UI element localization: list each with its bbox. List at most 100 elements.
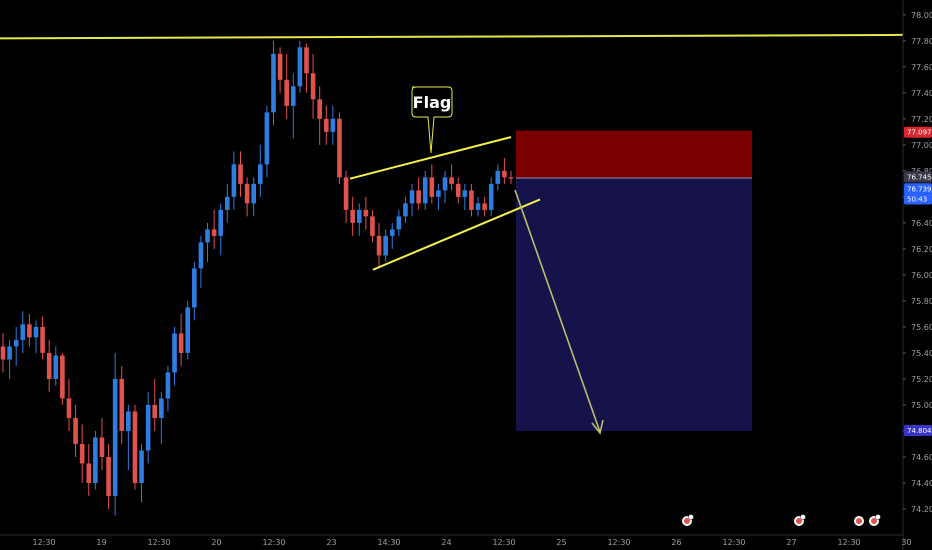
target-arrow[interactable] bbox=[514, 189, 604, 435]
take-profit-zone[interactable] bbox=[516, 178, 752, 431]
candle[interactable] bbox=[159, 391, 164, 444]
x-tick-label: 12:30 bbox=[607, 538, 630, 547]
candle[interactable] bbox=[442, 170, 448, 204]
event-marker-icon[interactable] bbox=[869, 514, 881, 527]
candle[interactable] bbox=[330, 105, 336, 145]
candle[interactable] bbox=[99, 417, 105, 470]
candle[interactable] bbox=[284, 53, 289, 119]
candle[interactable] bbox=[277, 47, 283, 93]
candle[interactable] bbox=[145, 391, 151, 464]
candle[interactable] bbox=[218, 203, 224, 256]
y-tick-label: 77.400 bbox=[911, 89, 932, 98]
candle[interactable] bbox=[389, 222, 395, 249]
candle[interactable] bbox=[271, 40, 276, 126]
candle[interactable] bbox=[178, 313, 184, 366]
candle[interactable] bbox=[165, 365, 171, 412]
candle[interactable] bbox=[112, 352, 118, 516]
event-marker-icon[interactable] bbox=[794, 514, 806, 527]
candle[interactable] bbox=[323, 105, 329, 145]
candle[interactable] bbox=[337, 112, 342, 184]
candle[interactable] bbox=[495, 164, 501, 191]
candle[interactable] bbox=[429, 164, 435, 204]
candle[interactable] bbox=[0, 333, 6, 373]
time-axis[interactable]: 12:30 19 12:30 20 12:30 23 14:30 24 12:30 25 12:30… bbox=[0, 534, 912, 547]
candle[interactable] bbox=[132, 404, 138, 490]
price-axis[interactable]: 78.000 77.800 77.600 77.400 77.200 77.000 76.8… bbox=[902, 0, 932, 550]
candle[interactable] bbox=[436, 183, 441, 210]
candle[interactable] bbox=[60, 352, 65, 405]
candle[interactable] bbox=[290, 73, 296, 139]
candle[interactable] bbox=[257, 144, 263, 197]
stop-loss-zone[interactable] bbox=[516, 130, 752, 179]
candle[interactable] bbox=[244, 177, 250, 217]
candle[interactable] bbox=[422, 170, 428, 210]
candle[interactable] bbox=[211, 209, 217, 249]
candle[interactable] bbox=[304, 43, 309, 93]
candle[interactable] bbox=[205, 222, 210, 262]
candle[interactable] bbox=[502, 157, 507, 184]
candle[interactable] bbox=[73, 404, 78, 457]
candle[interactable] bbox=[310, 53, 316, 119]
candle[interactable] bbox=[356, 203, 362, 236]
candle[interactable] bbox=[198, 235, 204, 288]
candle[interactable] bbox=[238, 151, 243, 197]
candle[interactable] bbox=[27, 313, 32, 347]
candle[interactable] bbox=[20, 311, 26, 353]
candle[interactable] bbox=[106, 443, 111, 509]
event-markers[interactable] bbox=[682, 514, 881, 527]
candle[interactable] bbox=[79, 424, 85, 483]
candle[interactable] bbox=[185, 300, 191, 360]
candle[interactable] bbox=[231, 151, 237, 210]
y-tick-label: 75.200 bbox=[911, 375, 932, 384]
candle[interactable] bbox=[475, 196, 481, 217]
y-tick-label: 77.600 bbox=[911, 63, 932, 72]
candle[interactable] bbox=[172, 326, 177, 386]
candle[interactable] bbox=[462, 183, 468, 210]
candle[interactable] bbox=[363, 196, 369, 230]
flag-channel-lower-line[interactable] bbox=[372, 198, 541, 271]
candle[interactable] bbox=[7, 339, 12, 379]
event-marker-icon[interactable] bbox=[682, 514, 694, 527]
candle[interactable] bbox=[350, 196, 355, 236]
candle[interactable] bbox=[13, 326, 19, 366]
candle[interactable] bbox=[376, 222, 382, 269]
candle[interactable] bbox=[409, 183, 415, 217]
candle[interactable] bbox=[482, 196, 487, 217]
candle[interactable] bbox=[317, 86, 322, 145]
candle[interactable] bbox=[53, 346, 59, 386]
candle[interactable] bbox=[449, 164, 454, 191]
svg-text:76.745: 76.745 bbox=[907, 174, 932, 182]
candle[interactable] bbox=[416, 177, 421, 210]
candle[interactable] bbox=[370, 209, 375, 243]
event-marker-icon[interactable] bbox=[854, 516, 864, 526]
candle[interactable] bbox=[126, 404, 131, 470]
candle[interactable] bbox=[192, 261, 197, 321]
candle[interactable] bbox=[139, 443, 144, 503]
candle[interactable] bbox=[264, 105, 270, 178]
candle[interactable] bbox=[396, 209, 402, 236]
candle[interactable] bbox=[403, 196, 408, 223]
candle[interactable] bbox=[455, 177, 461, 204]
candle[interactable] bbox=[66, 378, 72, 431]
candle[interactable] bbox=[488, 177, 494, 217]
candle[interactable] bbox=[343, 170, 349, 223]
candle[interactable] bbox=[152, 378, 158, 431]
resistance-line[interactable] bbox=[0, 33, 904, 40]
candle[interactable] bbox=[86, 443, 92, 496]
candle[interactable] bbox=[297, 40, 303, 93]
candle[interactable] bbox=[225, 183, 230, 223]
candle[interactable] bbox=[251, 177, 257, 217]
candle[interactable] bbox=[93, 430, 98, 490]
candle[interactable] bbox=[46, 339, 52, 392]
flag-channel-upper-line[interactable] bbox=[349, 136, 512, 180]
candle[interactable] bbox=[383, 229, 388, 262]
candle[interactable] bbox=[508, 170, 514, 184]
flag-callout[interactable]: Flag bbox=[411, 86, 453, 154]
candle[interactable] bbox=[33, 320, 39, 353]
candle[interactable] bbox=[119, 365, 125, 444]
candle[interactable] bbox=[469, 183, 474, 217]
x-tick-label: 27 bbox=[786, 538, 796, 547]
candle[interactable] bbox=[40, 316, 45, 360]
